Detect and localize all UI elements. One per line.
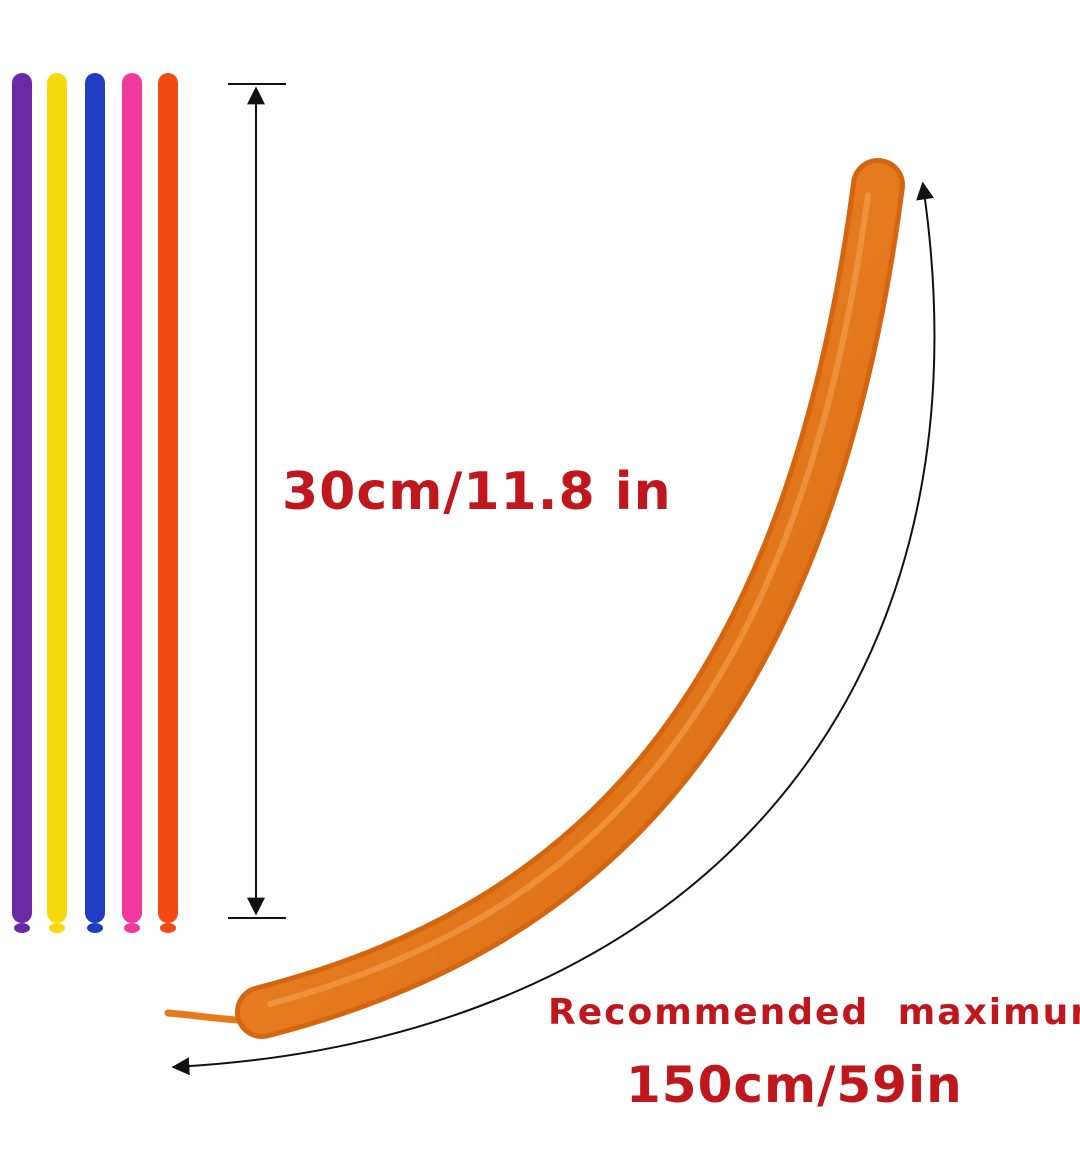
- long-dimension-marker: [171, 181, 936, 1076]
- short-dimension-marker: [228, 83, 286, 919]
- inflated-balloon: [164, 158, 905, 1039]
- uninflated-balloons: [12, 73, 178, 933]
- max-length-label: 150cm/59in: [626, 1056, 963, 1114]
- balloon-pink: [122, 73, 142, 933]
- balloon-blue: [85, 73, 105, 933]
- balloon-yellow: [47, 73, 67, 933]
- recommended-label: Recommended maximum: [548, 992, 1080, 1033]
- balloon-orange: [158, 73, 178, 933]
- short-length-label: 30cm/11.8 in: [282, 462, 672, 522]
- balloon-purple: [12, 73, 32, 933]
